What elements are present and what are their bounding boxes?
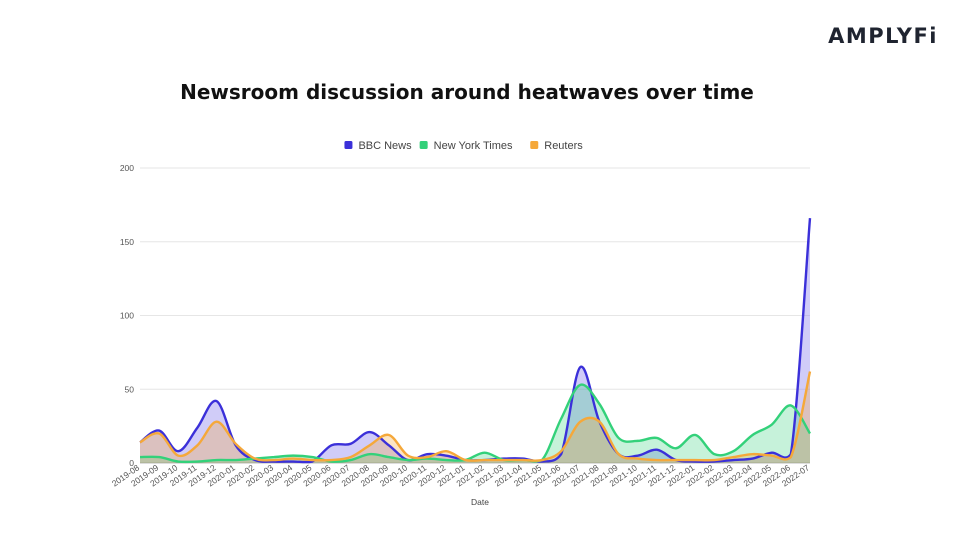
- legend-label-bbc-news: BBC News: [358, 140, 412, 152]
- legend-label-reuters: Reuters: [544, 140, 583, 152]
- y-tick-label: 100: [120, 311, 134, 321]
- y-tick-label: 50: [125, 384, 135, 394]
- legend-swatch-new-york-times: [419, 141, 428, 149]
- series-area-reuters: [140, 371, 810, 463]
- legend-label-new-york-times: New York Times: [434, 140, 513, 152]
- legend-swatch-reuters: [530, 141, 539, 149]
- y-tick-label: 0: [129, 458, 134, 468]
- series-area-bbc-news: [140, 218, 810, 463]
- series-area-new-york-times: [140, 384, 810, 463]
- series-line-bbc-news: [139, 218, 812, 464]
- chart-title: Newsroom discussion around heatwaves ove…: [180, 80, 754, 104]
- amplyfi-logo: AMPLYFi: [828, 24, 938, 48]
- legend-swatch-bbc-news: [344, 141, 353, 149]
- y-tick-label: 200: [120, 163, 134, 173]
- y-tick-label: 150: [120, 237, 134, 247]
- series-line-reuters: [139, 371, 812, 462]
- x-axis-title: Date: [471, 497, 489, 507]
